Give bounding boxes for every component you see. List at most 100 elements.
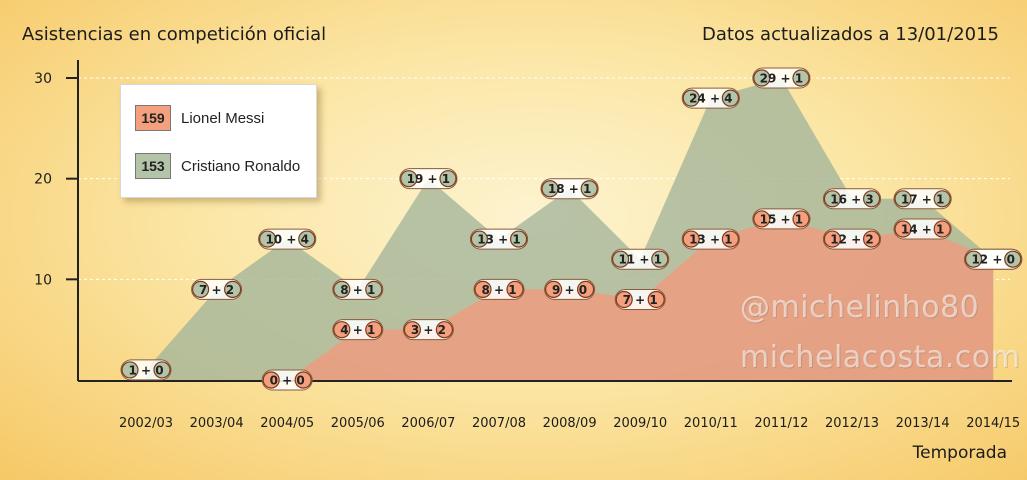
crest-icon bbox=[933, 220, 951, 238]
x-tick-label: 2012/13 bbox=[825, 416, 879, 431]
crest-icon bbox=[153, 361, 171, 379]
crest-icon bbox=[192, 280, 210, 298]
data-label-text: 11 + 1 bbox=[618, 253, 661, 267]
data-label-text: 13 + 1 bbox=[477, 233, 520, 247]
data-label-text: 7 + 1 bbox=[623, 293, 658, 307]
crest-icon bbox=[224, 280, 242, 298]
crest-icon bbox=[580, 180, 598, 198]
crest-icon bbox=[862, 190, 881, 208]
data-label-text: 12 + 0 bbox=[971, 253, 1014, 267]
data-label-ronaldo: 13 + 1 bbox=[469, 228, 529, 250]
crest-icon bbox=[506, 280, 524, 298]
y-tick-label: 20 bbox=[34, 172, 52, 188]
crest-icon bbox=[721, 89, 740, 107]
data-label-messi: 15 + 1 bbox=[752, 208, 811, 230]
crest-icon bbox=[682, 230, 700, 248]
legend: 159 Lionel Messi 153 Cristiano Ronaldo bbox=[120, 84, 317, 198]
data-label-text: 8 + 1 bbox=[481, 283, 516, 297]
data-label-text: 18 + 1 bbox=[548, 182, 591, 196]
data-label-ronaldo: 29 + 1 bbox=[752, 67, 811, 89]
chart-title: Asistencias en competición oficial bbox=[22, 24, 327, 45]
x-tick-label: 2013/14 bbox=[896, 416, 950, 431]
data-label-ronaldo: 18 + 1 bbox=[540, 178, 599, 200]
legend-name-messi: Lionel Messi bbox=[181, 109, 265, 127]
crest-icon bbox=[262, 371, 280, 389]
crest-icon bbox=[792, 210, 810, 228]
crest-icon bbox=[894, 190, 912, 208]
data-label-messi: 4 + 1 bbox=[332, 319, 384, 341]
x-tick-label: 2006/07 bbox=[401, 416, 455, 431]
data-label-text: 13 + 1 bbox=[689, 233, 732, 247]
data-label-messi: 9 + 0 bbox=[544, 278, 596, 300]
y-tick-label: 30 bbox=[34, 71, 52, 87]
data-label-text: 15 + 1 bbox=[760, 212, 803, 226]
crest-icon bbox=[333, 321, 351, 339]
x-tick-label: 2014/15 bbox=[966, 416, 1020, 431]
crest-icon bbox=[823, 190, 842, 208]
data-label-ronaldo: 8 + 1 bbox=[332, 278, 384, 300]
data-label-text: 4 + 1 bbox=[340, 323, 375, 337]
legend-name-ronaldo: Cristiano Ronaldo bbox=[181, 157, 301, 175]
watermark-handle: @michelinho80 bbox=[740, 290, 980, 325]
data-label-text: 19 + 1 bbox=[407, 172, 450, 186]
legend-total-messi: 159 bbox=[135, 105, 171, 131]
data-label-text: 17 + 1 bbox=[901, 192, 944, 206]
data-label-text: 24 + 4 bbox=[689, 92, 732, 106]
crest-icon bbox=[435, 321, 453, 339]
crest-icon bbox=[403, 321, 421, 339]
x-tick-label: 2011/12 bbox=[754, 416, 808, 431]
data-label-ronaldo: 1 + 0 bbox=[120, 359, 172, 381]
data-label-messi: 3 + 2 bbox=[402, 319, 454, 341]
data-label-messi: 13 + 1 bbox=[681, 228, 740, 250]
crest-icon bbox=[753, 210, 771, 228]
crest-icon bbox=[298, 230, 316, 248]
crest-icon bbox=[611, 250, 630, 268]
crest-icon bbox=[792, 69, 810, 87]
x-tick-label: 2002/03 bbox=[119, 416, 173, 431]
crest-icon bbox=[862, 230, 881, 248]
legend-total-ronaldo: 153 bbox=[135, 153, 171, 179]
crest-icon bbox=[544, 280, 563, 298]
crest-icon bbox=[400, 170, 418, 188]
x-tick-label: 2007/08 bbox=[472, 416, 526, 431]
crest-icon bbox=[509, 230, 528, 248]
data-label-ronaldo: 16 + 3 bbox=[822, 188, 882, 210]
data-label-text: 16 + 3 bbox=[830, 192, 873, 206]
data-label-messi: 8 + 1 bbox=[473, 278, 525, 300]
x-tick-label: 2005/06 bbox=[331, 416, 385, 431]
crest-icon bbox=[365, 280, 383, 298]
legend-item-messi: 159 Lionel Messi bbox=[135, 105, 264, 131]
watermark-site: michelacosta.com bbox=[740, 340, 1021, 375]
data-label-messi: 14 + 1 bbox=[893, 218, 952, 240]
crest-icon bbox=[753, 69, 771, 87]
data-label-text: 9 + 0 bbox=[552, 283, 587, 297]
crest-icon bbox=[470, 230, 488, 248]
data-label-ronaldo: 12 + 0 bbox=[964, 248, 1023, 270]
crest-icon bbox=[333, 280, 351, 298]
data-label-text: 8 + 1 bbox=[340, 283, 375, 297]
crest-icon bbox=[121, 361, 139, 379]
crest-icon bbox=[933, 190, 951, 208]
crest-icon bbox=[682, 89, 700, 107]
crest-icon bbox=[651, 250, 669, 268]
data-label-messi: 12 + 2 bbox=[822, 228, 882, 250]
x-tick-label: 2004/05 bbox=[260, 416, 314, 431]
crest-icon bbox=[474, 280, 492, 298]
data-label-text: 7 + 2 bbox=[199, 283, 234, 297]
data-label-ronaldo: 10 + 4 bbox=[258, 228, 317, 250]
data-label-ronaldo: 7 + 2 bbox=[191, 278, 243, 300]
data-label-text: 1 + 0 bbox=[128, 363, 163, 377]
data-label-ronaldo: 11 + 1 bbox=[611, 248, 670, 270]
crest-icon bbox=[615, 290, 633, 309]
crest-icon bbox=[259, 230, 277, 248]
update-date: Datos actualizados a 13/01/2015 bbox=[702, 24, 999, 45]
data-label-text: 29 + 1 bbox=[760, 72, 803, 86]
crest-icon bbox=[576, 280, 595, 298]
data-label-text: 3 + 2 bbox=[411, 323, 446, 337]
x-tick-label: 2009/10 bbox=[613, 416, 667, 431]
crest-icon bbox=[721, 230, 740, 248]
data-label-ronaldo: 24 + 4 bbox=[681, 87, 740, 109]
crest-icon bbox=[823, 230, 842, 248]
data-label-text: 12 + 2 bbox=[830, 233, 873, 247]
